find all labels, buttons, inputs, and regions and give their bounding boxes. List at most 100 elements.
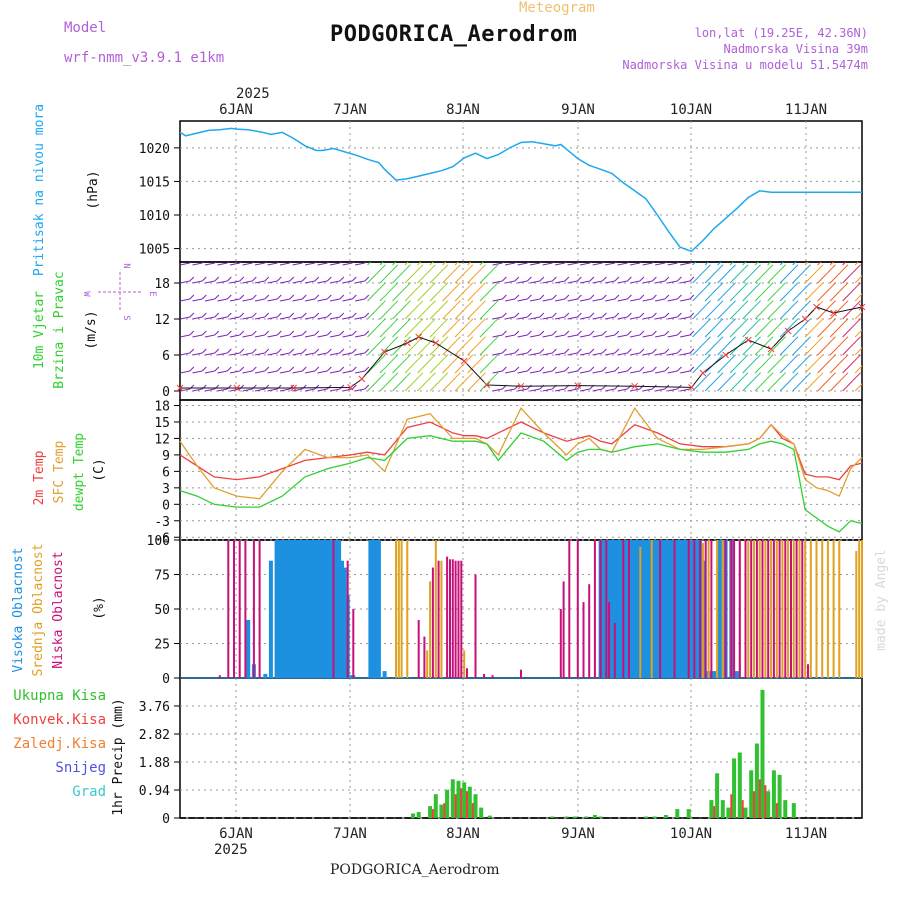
- wind-barb-flag: [393, 300, 399, 306]
- wind-barb-flag: [677, 366, 682, 372]
- wind-barb-flag: [614, 366, 620, 372]
- wind-barb: [180, 298, 190, 302]
- wind-barb: [229, 280, 240, 284]
- cloud-bar-mid_cloud: [826, 540, 829, 678]
- wind-barb-flag: [818, 264, 824, 270]
- wind-barb-flag: [443, 336, 449, 342]
- wind-barb-flag: [677, 330, 682, 336]
- precip-bar-conv_precip: [443, 803, 446, 818]
- wind-barb-flag: [502, 262, 505, 264]
- wind-barb-flag: [731, 300, 736, 306]
- wind-barb: [292, 352, 303, 356]
- wind-barb-flag: [756, 282, 761, 288]
- wind-barb-flag: [589, 294, 595, 300]
- wind-barb: [429, 262, 434, 266]
- wind-barb: [229, 370, 240, 374]
- wind-barb: [180, 280, 190, 284]
- precip-bar-total_precip: [783, 800, 788, 818]
- wind-barb-flag: [276, 262, 280, 264]
- wind-barb: [392, 340, 407, 356]
- wind-barb: [617, 280, 628, 284]
- wind-barb-flag: [381, 372, 386, 378]
- wind-barb: [329, 316, 340, 320]
- wind-barb: [454, 322, 470, 338]
- wind-barb-flag: [627, 312, 632, 318]
- wind-barb: [542, 334, 553, 338]
- wind-barb-flag: [264, 262, 267, 264]
- cloud-bar-high_cloud: [612, 540, 617, 678]
- wind-barb: [617, 370, 628, 374]
- wind-barb-flag: [456, 264, 461, 270]
- cloud-bar-mid_cloud: [838, 540, 841, 678]
- wind-barb: [429, 358, 445, 374]
- cloud-bar-high_cloud: [297, 540, 302, 678]
- wind-gust-marker: [699, 369, 707, 377]
- cloud-bar-mid_cloud: [716, 540, 719, 678]
- wind-barb-flag: [189, 348, 195, 354]
- wind-barb-flag: [869, 265, 873, 269]
- wind-barb: [542, 388, 553, 392]
- wind-barb-flag: [301, 330, 307, 336]
- cloud-bar-low_cloud: [582, 602, 585, 678]
- wind-barb: [842, 286, 857, 302]
- wind-barb-flag: [781, 318, 786, 324]
- cloud-bar-low_cloud: [474, 574, 477, 678]
- wind-barb-flag: [756, 264, 761, 270]
- wind-barb-flag: [843, 336, 849, 342]
- wind-barb: [454, 304, 470, 320]
- wind-barb: [692, 304, 707, 320]
- wind-barb: [854, 329, 862, 338]
- meteogram-label: Meteogram: [519, 0, 595, 16]
- wind-barb: [329, 334, 340, 338]
- wind-barb-flag: [627, 366, 632, 372]
- wind-barb: [729, 304, 745, 320]
- wind-barb-flag: [289, 262, 292, 264]
- wind-barb: [192, 262, 203, 266]
- wind-barb: [417, 376, 432, 392]
- wind-barb: [267, 298, 278, 302]
- wind-barb-flag: [251, 348, 257, 354]
- wind-gust-marker: [460, 357, 468, 365]
- wind-barb-flag: [743, 372, 749, 378]
- wind-gust-marker: [744, 336, 752, 344]
- wind-barb-flag: [276, 276, 282, 282]
- wind-barb-flag: [276, 330, 282, 336]
- wind-barb-flag: [314, 312, 320, 318]
- wind-barb-flag: [381, 354, 386, 360]
- wind-barb-flag: [614, 262, 617, 264]
- wind-barb-flag: [652, 276, 657, 282]
- wind-barb: [342, 316, 353, 320]
- wind-barb-flag: [652, 262, 655, 264]
- wind-barb-flag: [806, 372, 811, 378]
- wind-barb: [479, 268, 495, 284]
- wind-barb-flag: [768, 336, 774, 342]
- precip-legend-item: Snijeg: [55, 760, 106, 776]
- wind-barb-flag: [689, 294, 695, 300]
- wind-barb: [655, 262, 666, 266]
- wind-barb: [605, 298, 616, 302]
- wind-barb: [442, 262, 447, 266]
- wind-barb: [529, 352, 540, 356]
- wind-barb-flag: [843, 354, 849, 360]
- wind-barb: [354, 280, 365, 284]
- wind-barb: [404, 268, 420, 284]
- compass-west-label: W: [81, 291, 91, 297]
- wind-barb: [379, 286, 395, 302]
- wind-barb: [229, 298, 240, 302]
- cloud-bar-high_cloud: [340, 560, 344, 678]
- wind-barb-flag: [189, 294, 195, 300]
- wind-barb-flag: [627, 348, 632, 354]
- cloud-bar-high_cloud: [601, 540, 606, 678]
- wind-barb: [704, 304, 720, 320]
- y-tick-label: 6: [162, 465, 170, 480]
- wind-barb-flag: [201, 262, 205, 264]
- wind-barb: [242, 298, 253, 302]
- cloud-bar-low_cloud: [460, 560, 463, 678]
- wind-gust-marker: [347, 384, 354, 391]
- wind-barb-flag: [806, 336, 811, 342]
- cloud-bar-low_cloud: [252, 540, 255, 678]
- wind-barb-flag: [418, 300, 424, 306]
- wind-barb: [779, 376, 795, 392]
- cloud-ylabel-3: Niska Oblacnost: [51, 551, 66, 668]
- wind-barb-flag: [843, 300, 849, 306]
